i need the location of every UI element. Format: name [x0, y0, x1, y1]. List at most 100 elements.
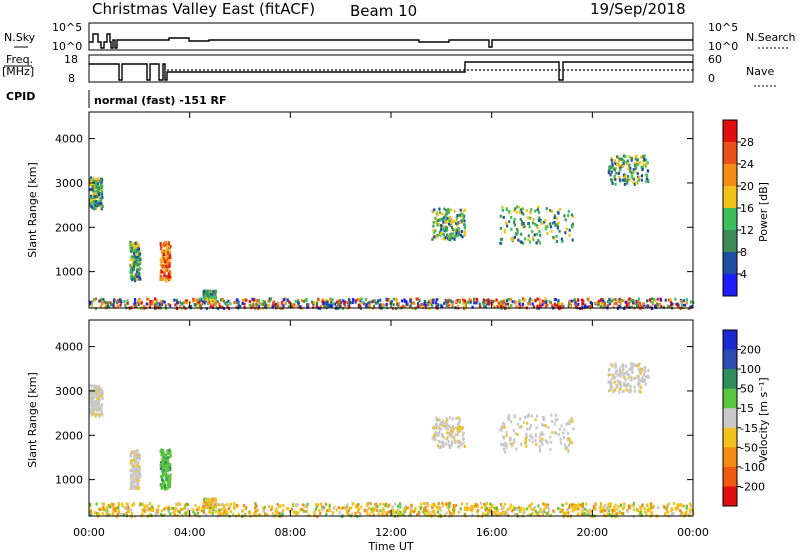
- data-cell: [670, 507, 673, 511]
- data-cell: [454, 300, 458, 304]
- data-cell: [207, 497, 210, 501]
- data-cell: [93, 179, 96, 183]
- data-cell: [101, 196, 104, 200]
- data-cell: [165, 279, 168, 283]
- data-cell: [565, 501, 568, 505]
- data-cell: [559, 508, 562, 512]
- data-cell: [221, 299, 224, 303]
- data-cell: [621, 164, 624, 168]
- data-cell: [646, 176, 649, 180]
- data-cell: [538, 444, 541, 448]
- data-cell: [433, 425, 436, 429]
- data-cell: [642, 155, 645, 159]
- data-cell: [451, 232, 454, 236]
- data-cell: [466, 301, 469, 305]
- data-cell: [168, 255, 171, 259]
- data-cell: [533, 505, 536, 509]
- data-cell: [133, 257, 136, 261]
- data-cell: [551, 304, 554, 308]
- data-cell: [456, 428, 459, 432]
- data-cell: [619, 511, 622, 515]
- data-cell: [476, 503, 479, 507]
- data-cell: [503, 422, 506, 426]
- data-cell: [178, 304, 182, 308]
- data-cell: [209, 500, 212, 504]
- data-cell: [629, 299, 633, 303]
- data-cell: [435, 433, 438, 437]
- data-cell: [134, 515, 137, 519]
- data-cell: [100, 403, 104, 407]
- data-cell: [393, 502, 397, 506]
- data-cell: [582, 299, 585, 303]
- data-cell: [208, 497, 212, 501]
- data-cell: [600, 298, 603, 302]
- data-cell: [646, 169, 650, 173]
- data-cell: [221, 297, 224, 301]
- data-cell: [191, 508, 194, 512]
- data-cell: [576, 298, 580, 302]
- data-cell: [500, 237, 504, 241]
- data-cell: [160, 246, 163, 250]
- data-cell: [102, 298, 105, 302]
- data-cell: [130, 263, 133, 267]
- data-cell: [120, 502, 124, 506]
- data-cell: [460, 502, 464, 506]
- data-cell: [382, 507, 385, 511]
- data-cell: [96, 180, 100, 184]
- data-cell: [162, 267, 166, 271]
- data-cell: [205, 307, 208, 311]
- data-cell: [547, 506, 550, 510]
- data-cell: [613, 376, 616, 380]
- data-cell: [572, 503, 575, 507]
- data-cell: [463, 444, 466, 448]
- data-cell: [640, 304, 643, 308]
- data-cell: [519, 208, 522, 212]
- data-cell: [139, 503, 142, 507]
- data-cell: [94, 202, 97, 206]
- data-cell: [568, 438, 571, 442]
- data-cell: [636, 304, 639, 308]
- data-cell: [445, 299, 448, 303]
- data-cell: [552, 509, 555, 513]
- data-cell: [160, 260, 163, 264]
- data-cell: [449, 299, 452, 303]
- data-cell: [96, 386, 99, 390]
- data-cell: [259, 513, 262, 517]
- data-cell: [99, 204, 102, 208]
- data-cell: [340, 507, 343, 511]
- data-cell: [330, 304, 333, 308]
- data-cell: [551, 209, 554, 213]
- data-cell: [96, 182, 100, 186]
- data-cell: [639, 378, 643, 382]
- data-cell: [555, 222, 559, 226]
- colorbar-tick-label: 200: [740, 344, 761, 357]
- data-cell: [534, 299, 537, 303]
- data-cell: [568, 421, 571, 425]
- data-cell: [392, 510, 395, 514]
- data-cell: [552, 235, 555, 239]
- data-cell: [541, 502, 545, 506]
- data-cell: [92, 391, 95, 395]
- data-cell: [146, 504, 149, 508]
- data-cell: [674, 297, 677, 301]
- velocity-colorbar-label: Velocity [m s⁻¹]: [757, 377, 770, 462]
- data-cell: [637, 367, 641, 371]
- data-cell: [506, 302, 510, 306]
- data-cell: [165, 468, 168, 472]
- data-cell: [666, 304, 670, 308]
- data-cell: [370, 510, 373, 514]
- data-cell: [464, 301, 467, 305]
- data-cell: [512, 508, 515, 512]
- data-cell: [159, 257, 162, 261]
- data-cell: [568, 420, 571, 424]
- data-cell: [94, 414, 97, 418]
- data-cell: [462, 217, 465, 221]
- data-cell: [616, 373, 619, 377]
- data-cell: [614, 388, 617, 392]
- data-cell: [624, 179, 627, 183]
- data-cell: [550, 431, 554, 435]
- data-cell: [538, 229, 541, 233]
- data-cell: [124, 303, 127, 307]
- data-cell: [603, 513, 606, 517]
- data-cell: [573, 504, 576, 508]
